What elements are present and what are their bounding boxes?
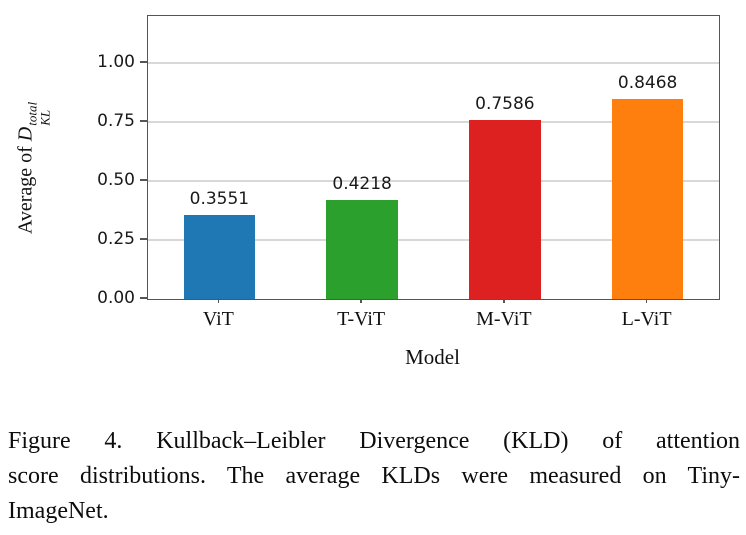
y-tick-mark (140, 238, 147, 240)
gridline (148, 62, 719, 64)
caption-line: score distributions. The average KLDs we… (8, 463, 740, 489)
x-tick-mark (360, 299, 362, 304)
y-axis-label-supsub: total KL (25, 102, 53, 126)
x-tick-label: L-ViT (621, 308, 672, 330)
y-tick-mark (140, 297, 147, 299)
y-tick-mark (140, 120, 147, 122)
bar-value-label: 0.7586 (475, 94, 535, 115)
x-tick-mark (503, 299, 505, 304)
x-axis-label: Model (405, 345, 460, 369)
y-tick-mark (140, 179, 147, 181)
bar-m-vit (469, 120, 541, 299)
gridline (148, 239, 719, 241)
y-tick-label: 0.00 (97, 287, 135, 308)
x-tick-label: T-ViT (337, 308, 386, 330)
y-tick-label: 0.25 (97, 228, 135, 249)
plot-area: 0.3551 0.4218 0.7586 0.8468 (147, 15, 720, 300)
x-tick-mark (217, 299, 220, 304)
bar-value-label: 0.8468 (617, 73, 678, 94)
bar-l-vit (611, 99, 684, 299)
bar-value-label: 0.4218 (332, 173, 392, 194)
bar-vit (183, 215, 256, 299)
gridline (148, 180, 719, 182)
y-axis-label-subscript: KL (37, 109, 53, 126)
bar-t-vit (326, 199, 398, 299)
caption-line: Figure 4. Kullback–Leibler Divergence (K… (8, 428, 740, 454)
x-tick-mark (645, 299, 648, 304)
caption-line: ImageNet. (8, 498, 109, 524)
figure-caption: Figure 4. Kullback–Leibler Divergence (K… (8, 424, 740, 529)
y-tick-label: 0.50 (97, 169, 135, 190)
y-axis-label-variable: D (14, 126, 37, 142)
y-tick-label: 0.75 (97, 110, 135, 131)
y-axis-label-prefix: Average of (14, 141, 37, 235)
bar-value-label: 0.3551 (189, 189, 250, 210)
y-tick-label: 1.00 (97, 51, 135, 72)
gridline (148, 121, 719, 123)
x-tick-label: ViT (202, 308, 234, 330)
y-tick-mark (140, 61, 147, 63)
x-tick-label: M-ViT (476, 308, 532, 330)
